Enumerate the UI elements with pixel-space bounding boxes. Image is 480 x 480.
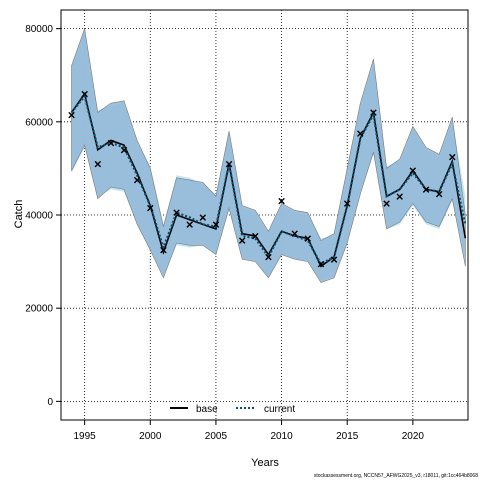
observed-marker: ×: [317, 256, 325, 271]
x-axis-ticks: 1995 2000 2005 2010 2015 2020: [74, 420, 425, 442]
x-tick-label: 2020: [402, 431, 425, 442]
observed-marker: ×: [330, 252, 338, 267]
observed-marker: ×: [409, 163, 417, 178]
observed-marker: ×: [304, 231, 312, 246]
observed-marker: ×: [199, 210, 207, 225]
observed-marker: ×: [107, 135, 115, 150]
x-tick-label: 2015: [336, 431, 359, 442]
grid-lines: [61, 10, 468, 420]
observed-marker: ×: [68, 107, 76, 122]
observed-markers: × × × × × × × × × × × × × × × × × × × × × × × × × × × × × ×: [68, 86, 457, 271]
legend-label-base: base: [196, 404, 218, 415]
legend: base current: [170, 404, 295, 415]
observed-marker: ×: [81, 86, 89, 101]
x-axis-title: Years: [251, 457, 279, 469]
observed-marker: ×: [265, 249, 273, 264]
confidence-bands: [71, 28, 466, 283]
x-tick-label: 2010: [270, 431, 293, 442]
observed-marker: ×: [238, 233, 246, 248]
observed-marker: ×: [396, 189, 404, 204]
observed-marker: ×: [357, 126, 365, 141]
y-tick-label: 40000: [25, 211, 53, 222]
observed-marker: ×: [278, 194, 286, 209]
observed-marker: ×: [383, 196, 391, 211]
observed-marker: ×: [160, 242, 168, 257]
observed-marker: ×: [120, 142, 128, 157]
observed-marker: ×: [173, 205, 181, 220]
y-axis-title: Catch: [13, 200, 25, 229]
observed-marker: ×: [291, 226, 299, 241]
observed-marker: ×: [252, 228, 260, 243]
series-line-current: [70, 93, 467, 266]
y-tick-label: 80000: [25, 24, 53, 35]
observed-marker: ×: [212, 217, 220, 232]
x-tick-label: 2000: [139, 431, 162, 442]
x-tick-label: 1995: [74, 431, 97, 442]
y-tick-label: 60000: [25, 117, 53, 128]
observed-marker: ×: [146, 201, 154, 216]
observed-marker: ×: [343, 196, 351, 211]
series-lines: [70, 91, 467, 268]
observed-marker: ×: [133, 173, 141, 188]
x-tick-label: 2005: [205, 431, 228, 442]
observed-marker: ×: [448, 149, 456, 164]
y-tick-label: 20000: [25, 304, 53, 315]
credit-text: stockassessment.org, NCCN57_AFWG2025_v3,…: [314, 473, 478, 479]
observed-marker: ×: [186, 217, 194, 232]
y-axis-ticks: 0 20000 40000 60000 80000: [25, 24, 61, 408]
confidence-band-base: [71, 28, 466, 283]
observed-marker: ×: [225, 156, 233, 171]
y-tick-label: 0: [47, 397, 53, 408]
observed-marker: ×: [370, 105, 378, 120]
observed-marker: ×: [435, 187, 443, 202]
observed-marker: ×: [94, 156, 102, 171]
legend-label-current: current: [264, 404, 295, 415]
observed-marker: ×: [422, 182, 430, 197]
